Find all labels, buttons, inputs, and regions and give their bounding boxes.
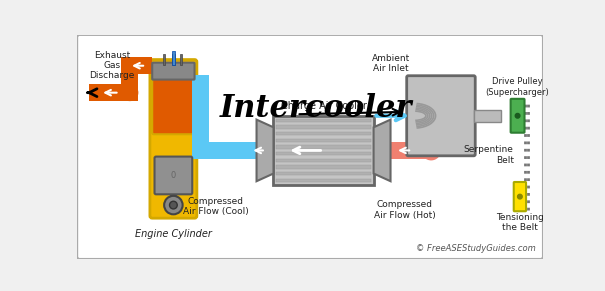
Bar — [391, 142, 431, 159]
Bar — [276, 179, 371, 182]
Circle shape — [192, 142, 209, 159]
Circle shape — [122, 57, 139, 74]
Circle shape — [164, 196, 183, 214]
Bar — [276, 146, 371, 149]
Bar — [155, 77, 191, 131]
FancyBboxPatch shape — [77, 35, 543, 259]
Polygon shape — [373, 120, 391, 181]
Bar — [276, 172, 371, 175]
Polygon shape — [257, 120, 273, 181]
Bar — [203, 142, 257, 159]
Text: Serpentine
Belt: Serpentine Belt — [464, 145, 514, 165]
Circle shape — [515, 113, 520, 118]
Text: Engine Cylinder: Engine Cylinder — [135, 229, 212, 239]
Bar — [276, 132, 371, 136]
Circle shape — [421, 141, 441, 160]
Bar — [171, 191, 177, 210]
Bar — [276, 125, 371, 129]
Text: Tensioning
the Belt: Tensioning the Belt — [496, 213, 544, 232]
Text: Exhaust
Gas
Discharge: Exhaust Gas Discharge — [89, 51, 134, 80]
Bar — [276, 152, 371, 155]
Bar — [122, 57, 152, 74]
Bar — [192, 75, 209, 159]
Bar — [172, 54, 174, 65]
Bar — [474, 110, 500, 122]
FancyBboxPatch shape — [152, 74, 195, 134]
FancyBboxPatch shape — [514, 182, 526, 211]
Circle shape — [169, 201, 177, 209]
Bar — [276, 159, 371, 162]
Text: Drive Pulley
(Supercharger): Drive Pulley (Supercharger) — [486, 77, 549, 97]
Bar — [195, 142, 257, 159]
Bar — [163, 54, 165, 65]
FancyBboxPatch shape — [150, 60, 197, 218]
Bar — [180, 54, 182, 65]
Text: Charge Air Cooler: Charge Air Cooler — [281, 101, 367, 111]
Text: Compressed
Air Flow (Cool): Compressed Air Flow (Cool) — [183, 197, 249, 216]
Bar — [276, 139, 371, 142]
Circle shape — [122, 84, 139, 101]
Text: 0: 0 — [171, 171, 176, 180]
Text: Compressed
Air Flow (Hot): Compressed Air Flow (Hot) — [373, 200, 435, 220]
Bar — [122, 57, 139, 101]
Bar — [89, 84, 139, 101]
FancyBboxPatch shape — [407, 76, 475, 156]
FancyBboxPatch shape — [152, 63, 195, 79]
Bar — [423, 137, 443, 144]
Bar — [276, 165, 371, 169]
Bar — [425, 140, 440, 142]
FancyBboxPatch shape — [154, 157, 192, 194]
Text: Intercooler: Intercooler — [220, 93, 412, 124]
Circle shape — [517, 194, 522, 199]
Bar — [273, 116, 373, 185]
FancyBboxPatch shape — [511, 99, 525, 133]
Text: © FreeASEStudyGuides.com: © FreeASEStudyGuides.com — [416, 244, 536, 253]
Bar — [276, 119, 371, 122]
Bar — [172, 51, 175, 65]
Text: Ambient
Air Inlet: Ambient Air Inlet — [372, 54, 410, 73]
